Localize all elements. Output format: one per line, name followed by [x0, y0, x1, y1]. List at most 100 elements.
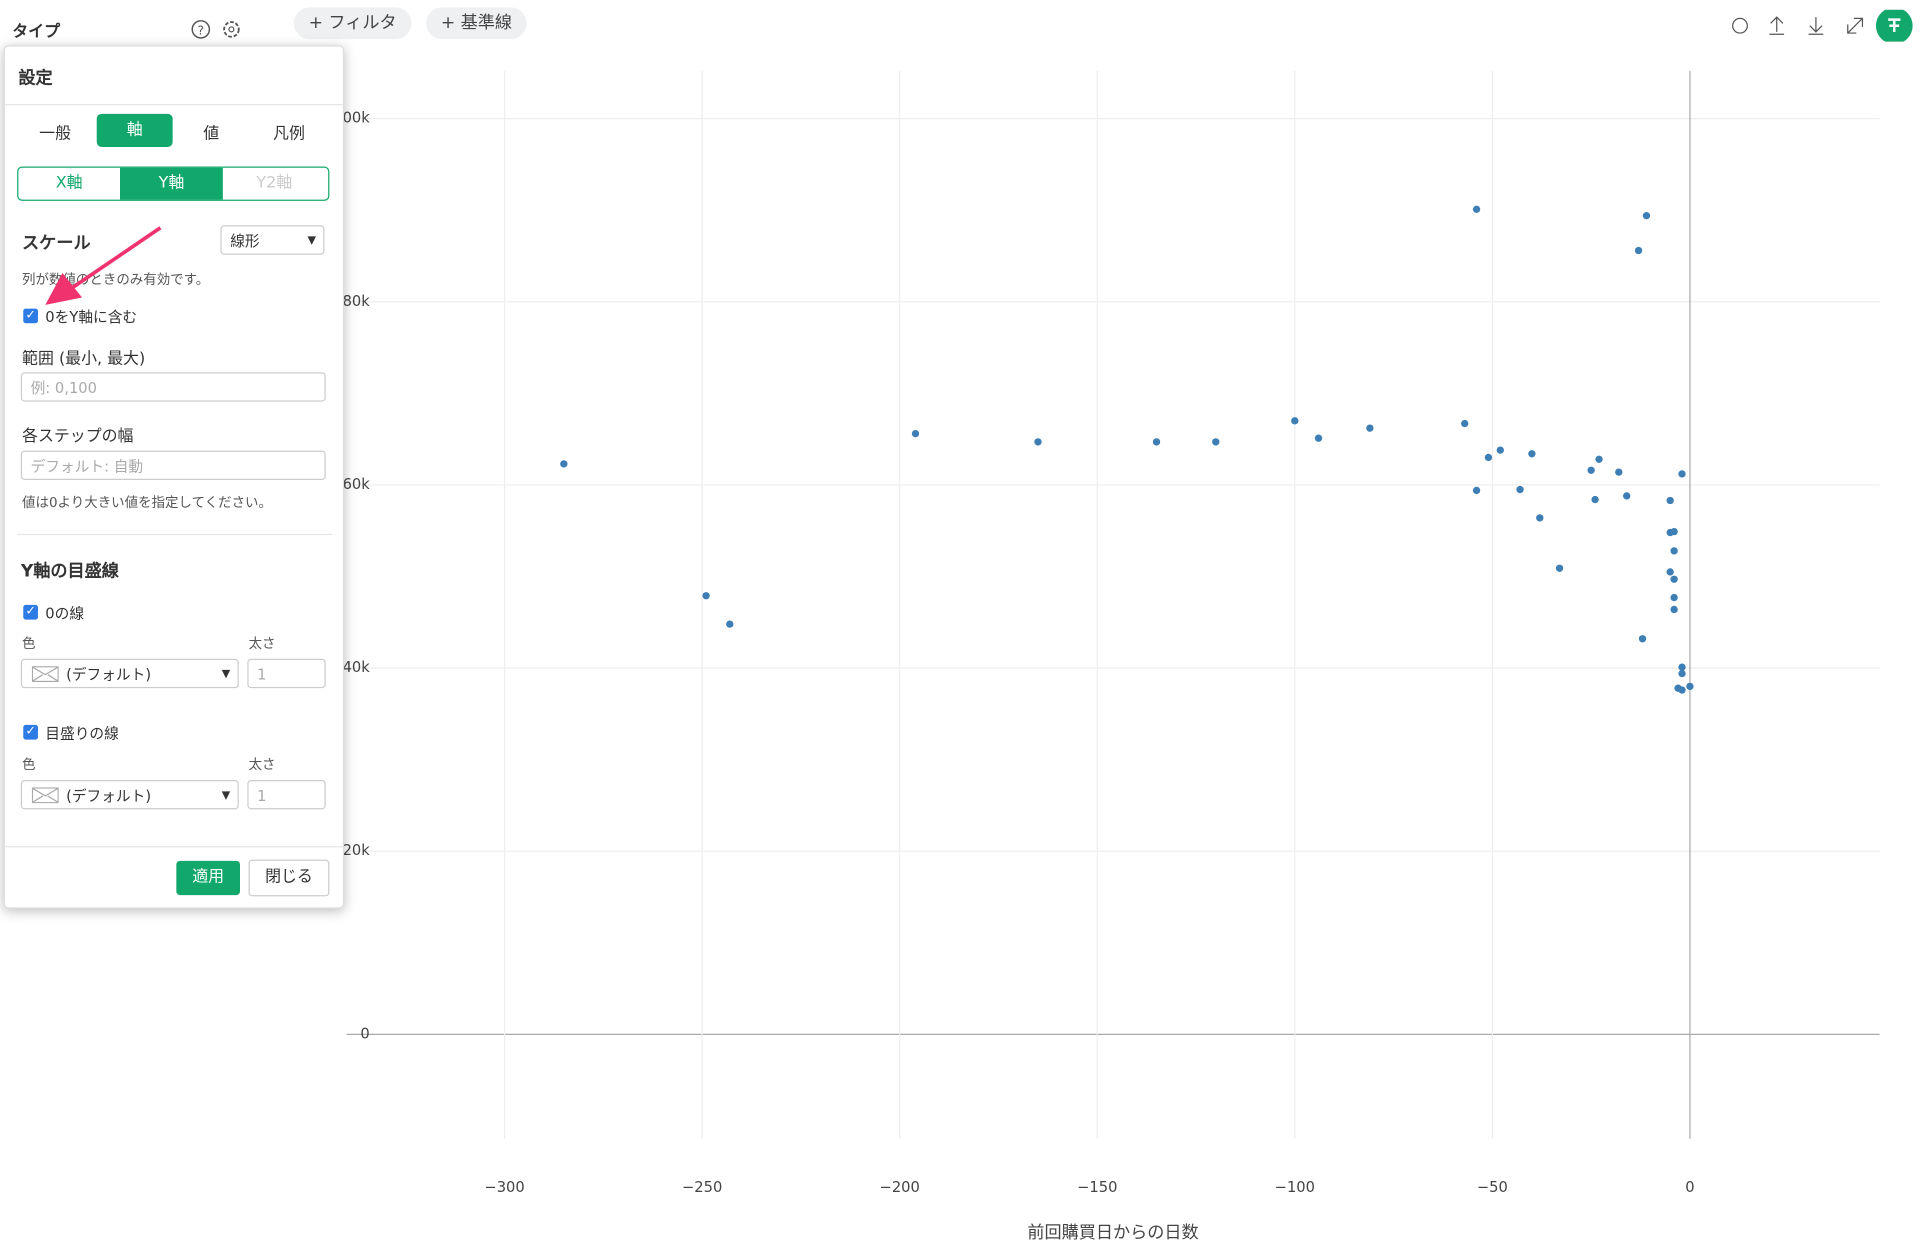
scale-label: スケール — [22, 233, 91, 254]
point — [1484, 453, 1493, 462]
x-tick-label: −100 — [1275, 1179, 1315, 1196]
color-value: (デフォルト) — [66, 787, 152, 805]
point — [1678, 686, 1686, 694]
axis-tabs — [17, 166, 330, 201]
close-button[interactable]: 閉じる — [248, 859, 330, 897]
width-value: 1 — [257, 666, 267, 684]
point — [1591, 495, 1599, 504]
point — [1461, 419, 1469, 428]
point — [1536, 514, 1544, 522]
zero-line-label: 0の線 — [45, 604, 85, 623]
point — [1678, 663, 1686, 671]
y-tick-label: 60k — [343, 476, 371, 493]
point — [1678, 470, 1686, 478]
tab[interactable]: 値 — [203, 124, 220, 144]
scale-value: 線形 — [230, 232, 260, 250]
placeholder: 例: 0,100 — [30, 379, 98, 397]
width-input[interactable]: 1 — [247, 780, 326, 810]
point — [1528, 450, 1536, 458]
point — [560, 460, 568, 468]
point — [726, 620, 734, 628]
step-label: 各ステップの幅 — [22, 427, 134, 446]
toolbar-icons[interactable] — [1727, 9, 1920, 42]
tab[interactable]: 凡例 — [273, 124, 305, 144]
point — [1670, 575, 1678, 583]
color-select[interactable]: (デフォルト) ▼ — [20, 658, 239, 689]
checkbox[interactable]: ✓ — [23, 724, 38, 740]
panel-title: 設定 — [18, 68, 53, 89]
color-value: (デフォルト) — [66, 666, 152, 684]
width-label: 太さ — [248, 635, 276, 652]
width-input[interactable]: 1 — [247, 658, 326, 689]
step-input[interactable]: デフォルト: 自動 — [20, 450, 326, 481]
x-tick-label: 0 — [1685, 1179, 1694, 1196]
color-select[interactable]: (デフォルト) ▼ — [20, 780, 239, 810]
point — [1670, 593, 1678, 602]
svg-text:?: ? — [198, 23, 204, 37]
point — [1496, 446, 1504, 454]
point — [1291, 417, 1299, 425]
range-input[interactable]: 例: 0,100 — [20, 372, 326, 402]
x-tick-label: −250 — [682, 1179, 722, 1196]
axis-tab[interactable]: X軸 — [55, 173, 83, 193]
point — [1472, 486, 1481, 495]
baseline-button[interactable]: + 基準線 — [426, 7, 527, 40]
point — [1314, 434, 1323, 442]
x-tick-label: −200 — [880, 1179, 920, 1196]
width-label: 太さ — [248, 756, 276, 773]
apply-button[interactable]: 適用 — [176, 860, 241, 896]
settings-panel: 設定 一般 軸 値 凡例 X軸 Y軸 Y2軸 スケール 線形 ▼ 列が数値のときの… — [3, 45, 345, 909]
divider — [17, 533, 332, 536]
point — [1555, 564, 1564, 572]
divider — [4, 104, 343, 106]
point — [1678, 669, 1686, 678]
tab-active[interactable]: 軸 — [96, 113, 173, 147]
point — [1366, 424, 1374, 432]
point — [1516, 485, 1524, 494]
include-zero-label: 0をY軸に含む — [45, 308, 138, 326]
scale-select[interactable]: 線形 ▼ — [220, 225, 325, 255]
point — [1587, 466, 1595, 474]
point — [1670, 547, 1678, 555]
x-axis-title: 前回購買日からの日数 — [1027, 1223, 1198, 1243]
point — [1666, 568, 1674, 576]
checkbox[interactable]: ✓ — [23, 308, 38, 324]
point — [1666, 496, 1674, 505]
placeholder: デフォルト: 自動 — [30, 457, 144, 476]
step-note: 値は0より大きい値を指定してください。 — [22, 494, 272, 511]
width-value: 1 — [257, 787, 267, 805]
pointer-arrow — [45, 226, 162, 305]
point — [1634, 246, 1643, 255]
point — [1638, 635, 1647, 643]
type-label: タイプ — [12, 23, 61, 42]
gridlines-heading: Y軸の目盛線 — [20, 562, 119, 582]
point — [1152, 438, 1161, 446]
point — [1212, 438, 1220, 446]
filter-button[interactable]: + フィルタ — [293, 7, 412, 40]
point — [1670, 527, 1678, 536]
axis-tab-active[interactable]: Y軸 — [120, 167, 223, 200]
y-tick-label: 40k — [343, 659, 371, 676]
divider — [4, 846, 343, 848]
point — [1623, 492, 1631, 500]
y-tick-label: 80k — [343, 293, 371, 310]
y-tick-label: 20k — [343, 842, 371, 859]
x-tick-label: −150 — [1077, 1179, 1117, 1196]
point — [911, 429, 920, 438]
point — [1686, 682, 1694, 691]
y-tick-label: 0 — [360, 1025, 369, 1042]
tab[interactable]: 一般 — [39, 124, 72, 144]
point — [1615, 468, 1623, 476]
checkbox[interactable]: ✓ — [23, 604, 38, 620]
range-label: 範囲 (最小, 最大) — [22, 350, 146, 369]
point — [1034, 438, 1042, 446]
point — [1670, 605, 1678, 614]
x-tick-label: −50 — [1477, 1179, 1508, 1196]
point — [1595, 455, 1603, 463]
tick-line-label: 目盛りの線 — [45, 724, 119, 743]
point — [1472, 205, 1481, 213]
x-tick-label: −300 — [484, 1179, 524, 1196]
point — [702, 592, 710, 600]
help-settings-icons[interactable]: ? — [190, 18, 249, 40]
